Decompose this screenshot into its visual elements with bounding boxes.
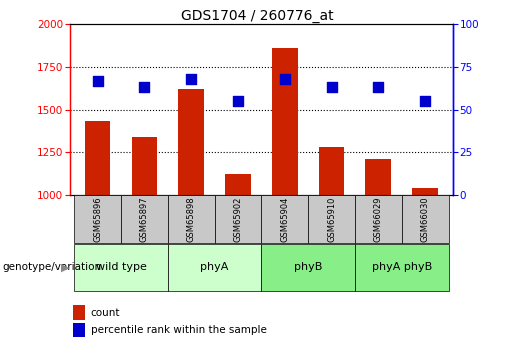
- Bar: [121, 195, 168, 243]
- Point: [94, 78, 102, 83]
- Text: GSM65897: GSM65897: [140, 196, 149, 242]
- Text: GSM65896: GSM65896: [93, 196, 102, 242]
- Text: GSM66029: GSM66029: [374, 196, 383, 242]
- Bar: [73, 323, 85, 337]
- Bar: [261, 244, 355, 290]
- Point: [328, 85, 336, 90]
- Bar: [168, 244, 261, 290]
- Text: phyA: phyA: [200, 263, 229, 272]
- Text: GSM65904: GSM65904: [280, 196, 289, 242]
- Bar: [73, 305, 85, 320]
- Bar: [74, 244, 168, 290]
- Bar: [355, 244, 449, 290]
- Bar: [85, 121, 110, 195]
- Bar: [131, 137, 157, 195]
- Text: GSM65910: GSM65910: [327, 196, 336, 242]
- Text: ▶: ▶: [61, 263, 70, 272]
- Bar: [355, 195, 402, 243]
- Text: phyB: phyB: [294, 263, 322, 272]
- Point: [421, 98, 429, 104]
- Point: [234, 98, 242, 104]
- Text: GSM65898: GSM65898: [186, 196, 196, 242]
- Text: count: count: [91, 308, 120, 317]
- Bar: [215, 195, 261, 243]
- Bar: [261, 195, 308, 243]
- Point: [374, 85, 383, 90]
- Bar: [319, 147, 345, 195]
- Text: GSM65902: GSM65902: [233, 196, 243, 242]
- Text: GDS1704 / 260776_at: GDS1704 / 260776_at: [181, 9, 334, 23]
- Bar: [225, 175, 251, 195]
- Bar: [308, 195, 355, 243]
- Text: genotype/variation: genotype/variation: [3, 263, 101, 272]
- Point: [281, 76, 289, 81]
- Point: [187, 76, 195, 81]
- Bar: [402, 195, 449, 243]
- Text: phyA phyB: phyA phyB: [372, 263, 432, 272]
- Bar: [168, 195, 215, 243]
- Bar: [366, 159, 391, 195]
- Bar: [272, 48, 298, 195]
- Text: wild type: wild type: [96, 263, 146, 272]
- Bar: [74, 195, 121, 243]
- Text: percentile rank within the sample: percentile rank within the sample: [91, 325, 266, 335]
- Bar: [178, 89, 204, 195]
- Text: GSM66030: GSM66030: [421, 196, 430, 242]
- Bar: [413, 188, 438, 195]
- Point: [140, 85, 148, 90]
